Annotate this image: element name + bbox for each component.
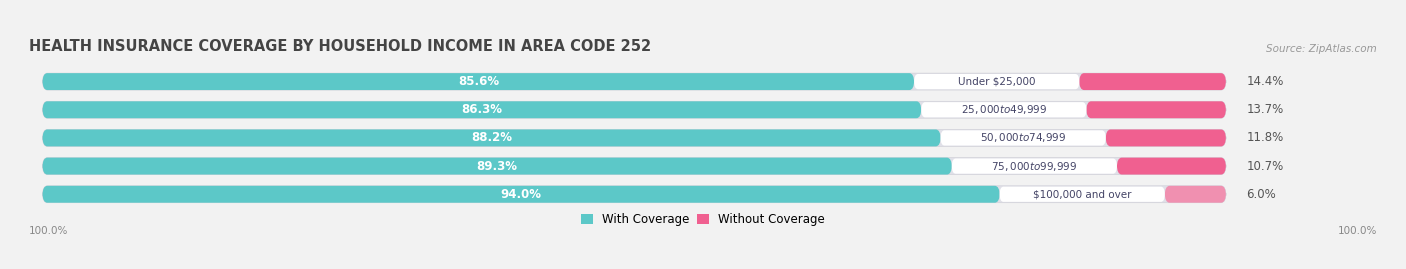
FancyBboxPatch shape [1000,187,1164,202]
Text: 100.0%: 100.0% [28,226,67,236]
FancyBboxPatch shape [42,186,1226,203]
Text: 94.0%: 94.0% [501,188,541,201]
FancyBboxPatch shape [42,101,1226,118]
Legend: With Coverage, Without Coverage: With Coverage, Without Coverage [576,208,830,231]
FancyBboxPatch shape [42,73,914,90]
Text: $50,000 to $74,999: $50,000 to $74,999 [980,132,1066,144]
Text: HEALTH INSURANCE COVERAGE BY HOUSEHOLD INCOME IN AREA CODE 252: HEALTH INSURANCE COVERAGE BY HOUSEHOLD I… [28,39,651,54]
FancyBboxPatch shape [914,74,1080,89]
FancyBboxPatch shape [1087,101,1226,118]
FancyBboxPatch shape [42,129,1226,146]
Text: Under $25,000: Under $25,000 [957,77,1035,87]
FancyBboxPatch shape [1164,186,1226,203]
Text: $75,000 to $99,999: $75,000 to $99,999 [991,160,1077,173]
Text: Source: ZipAtlas.com: Source: ZipAtlas.com [1267,44,1378,54]
FancyBboxPatch shape [42,101,921,118]
FancyBboxPatch shape [42,73,1226,90]
Text: 86.3%: 86.3% [461,103,502,116]
FancyBboxPatch shape [952,158,1116,174]
FancyBboxPatch shape [941,130,1105,146]
FancyBboxPatch shape [42,158,1226,175]
Text: $100,000 and over: $100,000 and over [1033,189,1132,199]
Text: 14.4%: 14.4% [1247,75,1284,88]
FancyBboxPatch shape [42,186,1000,203]
Text: 13.7%: 13.7% [1247,103,1284,116]
Text: 88.2%: 88.2% [471,132,512,144]
Text: 10.7%: 10.7% [1247,160,1284,173]
Text: 85.6%: 85.6% [458,75,499,88]
Text: 11.8%: 11.8% [1247,132,1284,144]
FancyBboxPatch shape [1105,129,1226,146]
FancyBboxPatch shape [42,129,941,146]
Text: 100.0%: 100.0% [1339,226,1378,236]
FancyBboxPatch shape [42,158,952,175]
Text: 6.0%: 6.0% [1247,188,1277,201]
Text: 89.3%: 89.3% [477,160,517,173]
FancyBboxPatch shape [921,102,1087,117]
Text: $25,000 to $49,999: $25,000 to $49,999 [960,103,1047,116]
FancyBboxPatch shape [1080,73,1226,90]
FancyBboxPatch shape [1116,158,1226,175]
